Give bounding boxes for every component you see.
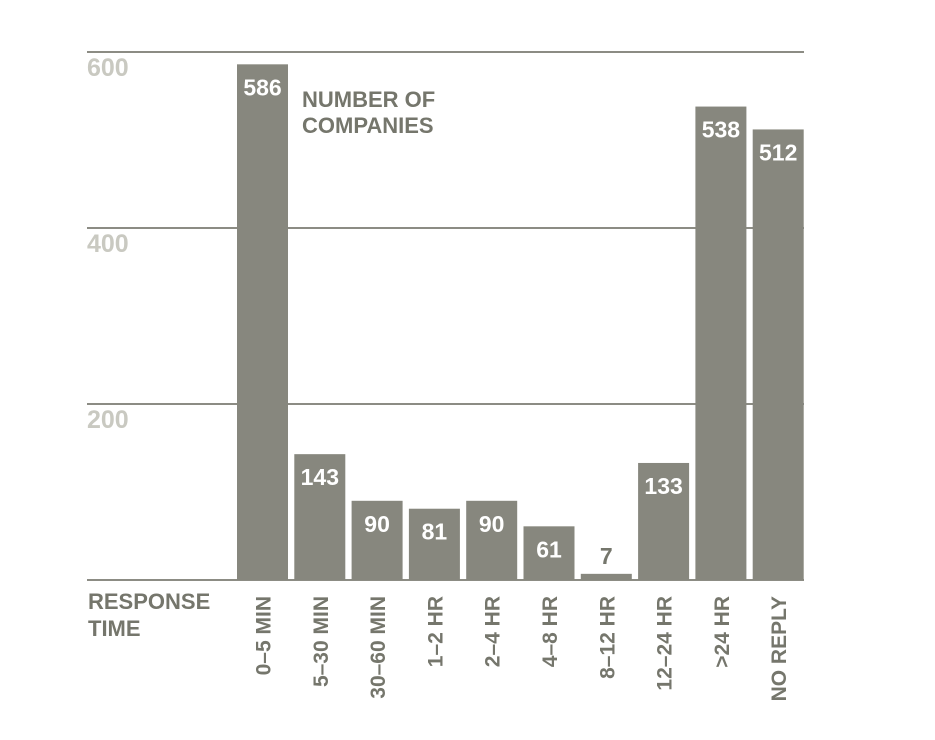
bar-7 [580,573,632,580]
value-label-5: 90 [479,511,505,537]
category-label-4: 1–2 HR [424,596,447,667]
value-label-1: 586 [243,74,281,100]
bars [237,64,804,580]
y-tick-label-200: 200 [87,406,129,434]
bar-6 [523,526,575,580]
y-tick-label-600: 600 [87,54,129,82]
chart-title-line-1: NUMBER OF [302,87,435,112]
value-label-4: 81 [422,519,448,545]
category-label-6: 4–8 HR [539,596,562,667]
category-label-2: 5–30 MIN [310,596,333,687]
bar-9 [695,106,747,580]
y-tick-labels: 600 400 200 [87,54,129,434]
category-labels: 0–5 MIN 5–30 MIN 30–60 MIN 1–2 HR 2–4 HR 4–8 … [253,596,792,701]
chart-title-line-2: COMPANIES [302,113,434,138]
category-label-9: >24 HR [711,596,734,668]
category-label-1: 0–5 MIN [253,596,276,675]
category-label-7: 8–12 HR [596,596,619,679]
value-label-3: 90 [364,511,390,537]
value-label-6: 61 [536,536,562,562]
category-label-10: NO REPLY [768,596,791,701]
bar-4 [408,508,460,580]
x-axis-label-line-1: RESPONSE [88,589,210,614]
category-label-5: 2–4 HR [482,596,505,667]
value-label-2: 143 [301,464,339,490]
value-label-8: 133 [644,473,682,499]
value-labels: 586 143 90 81 90 61 7 133 538 512 [243,74,797,569]
bar-2 [294,454,346,580]
bar-8 [638,462,690,580]
bar-3 [351,500,403,580]
bar-5 [466,500,518,580]
value-label-9: 538 [702,117,741,143]
value-label-10: 512 [759,139,797,165]
value-label-7: 7 [600,543,613,569]
bar-10 [752,129,804,580]
category-label-8: 12–24 HR [654,596,677,691]
x-axis-label-line-2: TIME [88,616,141,641]
category-label-3: 30–60 MIN [367,596,390,699]
y-tick-label-400: 400 [87,230,129,258]
bar-1 [237,64,288,580]
